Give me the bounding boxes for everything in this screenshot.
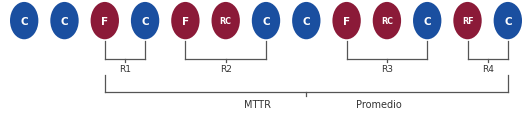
Ellipse shape <box>171 3 200 40</box>
Ellipse shape <box>373 3 401 40</box>
Text: RC: RC <box>381 17 393 26</box>
Ellipse shape <box>332 3 361 40</box>
Text: RC: RC <box>220 17 232 26</box>
Text: F: F <box>182 16 189 26</box>
Ellipse shape <box>413 3 442 40</box>
Text: MTTR: MTTR <box>244 100 271 109</box>
Ellipse shape <box>51 3 79 40</box>
Ellipse shape <box>131 3 159 40</box>
Text: C: C <box>504 16 512 26</box>
Text: R3: R3 <box>381 65 393 74</box>
Ellipse shape <box>453 3 481 40</box>
Text: C: C <box>303 16 310 26</box>
Text: C: C <box>262 16 270 26</box>
Ellipse shape <box>494 3 522 40</box>
Text: RF: RF <box>462 17 473 26</box>
Ellipse shape <box>292 3 320 40</box>
Text: C: C <box>61 16 68 26</box>
Text: R4: R4 <box>482 65 494 74</box>
Text: C: C <box>20 16 28 26</box>
Text: Promedio: Promedio <box>356 100 402 109</box>
Text: R1: R1 <box>119 65 131 74</box>
Text: R2: R2 <box>220 65 231 74</box>
Ellipse shape <box>212 3 240 40</box>
Text: C: C <box>423 16 431 26</box>
Ellipse shape <box>252 3 280 40</box>
Text: F: F <box>343 16 350 26</box>
Text: F: F <box>101 16 109 26</box>
Text: C: C <box>142 16 149 26</box>
Ellipse shape <box>10 3 38 40</box>
Ellipse shape <box>90 3 119 40</box>
